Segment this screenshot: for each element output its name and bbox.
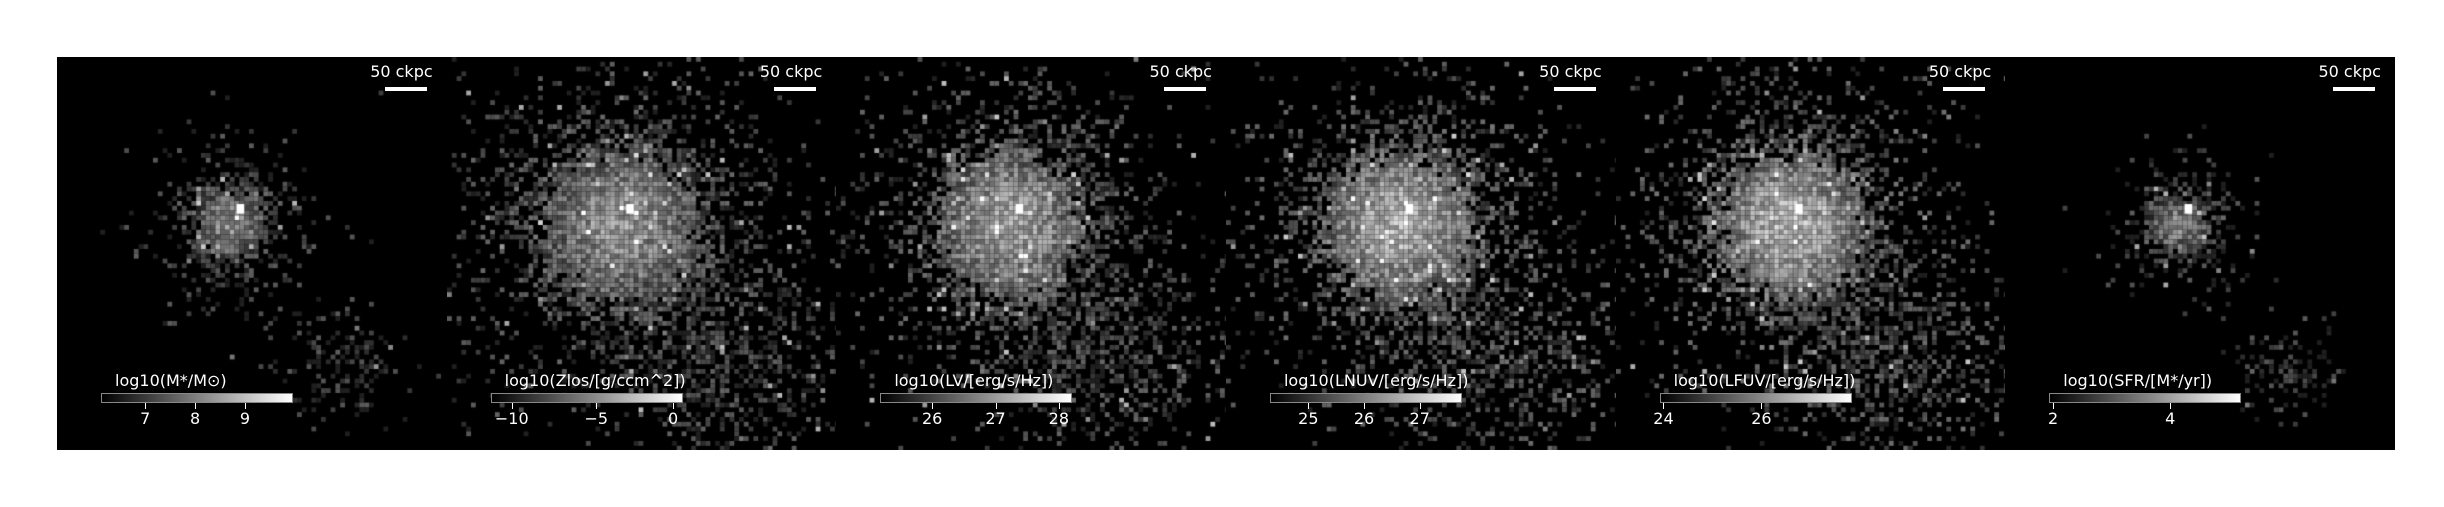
panel-image-metallicity	[446, 57, 837, 450]
colorbar-tick	[1761, 403, 1763, 409]
colorbar-tick	[995, 403, 997, 409]
colorbar-tick-label: 25	[1298, 409, 1319, 428]
colorbar-tick-label: 24	[1653, 409, 1674, 428]
colorbar-tick	[1308, 403, 1310, 409]
panel-lum-nuv: 50 ckpc log10(LNUV/[erg/s/Hz]) 25 26 27	[1225, 57, 1616, 450]
colorbar-tick-label: −10	[494, 409, 529, 428]
panel-image-lum-v	[836, 57, 1226, 450]
colorbar-tick-label: 28	[1048, 409, 1070, 428]
colorbar-tick	[673, 403, 675, 409]
scale-bar-label: 50 ckpc	[370, 62, 433, 81]
colorbar-tick	[195, 403, 197, 409]
scale-bar	[384, 87, 427, 91]
colorbar-tick	[145, 403, 147, 409]
panel-image-lum-fuv	[1615, 57, 2006, 450]
colorbar-tick-label: 26	[1751, 409, 1772, 428]
colorbar	[490, 393, 683, 403]
panel-image-lum-nuv	[1225, 57, 1616, 450]
scale-bar-label: 50 ckpc	[1149, 62, 1212, 81]
scale-bar-label: 50 ckpc	[2318, 62, 2381, 81]
colorbar-tick	[2170, 403, 2172, 409]
colorbar-title: log10(Zlos/[g/ccm^2])	[504, 371, 686, 390]
colorbar-tick	[1058, 403, 1060, 409]
colorbar-tick	[1364, 403, 1366, 409]
scale-bar	[2332, 87, 2375, 91]
colorbar-tick-label: 26	[921, 409, 943, 428]
scale-bar	[1943, 87, 1986, 91]
colorbar	[101, 393, 293, 403]
colorbar-title: log10(SFR/[M*/yr])	[2063, 371, 2213, 390]
panel-image-sfr	[2005, 57, 2395, 450]
colorbar-title: log10(LFUV/[erg/s/Hz])	[1673, 371, 1856, 390]
colorbar-tick	[596, 403, 598, 409]
colorbar-tick	[511, 403, 513, 409]
scale-bar	[774, 87, 817, 91]
scale-bar-label: 50 ckpc	[1539, 62, 1602, 81]
colorbar	[880, 393, 1073, 403]
colorbar-title: log10(LV/[erg/s/Hz])	[894, 371, 1054, 390]
colorbar-tick	[1663, 403, 1665, 409]
colorbar-tick-label: 26	[1353, 409, 1375, 428]
colorbar-tick-label: 27	[985, 409, 1006, 428]
colorbar-tick	[2053, 403, 2055, 409]
scale-bar	[1553, 87, 1596, 91]
scale-bar-label: 50 ckpc	[1928, 62, 1992, 81]
panel-stellar-mass: 50 ckpc log10(M*/M⊙) 7 8 9	[57, 57, 447, 450]
colorbar-tick	[932, 403, 934, 409]
colorbar-tick-label: 8	[189, 409, 201, 428]
colorbar-tick-label: 2	[2048, 409, 2059, 428]
panel-lum-fuv: 50 ckpc log10(LFUV/[erg/s/Hz]) 24 26	[1615, 57, 2006, 450]
panel-image-stellar-mass	[57, 57, 447, 450]
colorbar-tick-label: 7	[140, 409, 151, 428]
colorbar	[1659, 393, 1852, 403]
image-strip: 50 ckpc log10(M*/M⊙) 7 8 9 50 ckpc log10(Zlos/…	[57, 57, 2395, 450]
colorbar-title: log10(LNUV/[erg/s/Hz])	[1283, 371, 1469, 390]
panel-metallicity: 50 ckpc log10(Zlos/[g/ccm^2]) −10 −5 0	[446, 57, 837, 450]
colorbar-tick	[1419, 403, 1421, 409]
colorbar-tick-label: 0	[667, 409, 679, 428]
colorbar-tick-label: 27	[1409, 409, 1430, 428]
colorbar	[2049, 393, 2242, 403]
colorbar	[1269, 393, 1462, 403]
colorbar-tick	[245, 403, 246, 409]
scale-bar	[1163, 87, 1206, 91]
panel-sfr: 50 ckpc log10(SFR/[M*/yr]) 2 4	[2005, 57, 2395, 450]
scale-bar-label: 50 ckpc	[759, 62, 823, 81]
colorbar-tick-label: −5	[584, 409, 609, 428]
panel-lum-v: 50 ckpc log10(LV/[erg/s/Hz]) 26 27 28	[836, 57, 1226, 450]
colorbar-title: log10(M*/M⊙)	[115, 371, 227, 390]
colorbar-tick-label: 4	[2165, 409, 2176, 428]
colorbar-tick-label: 9	[239, 409, 251, 428]
